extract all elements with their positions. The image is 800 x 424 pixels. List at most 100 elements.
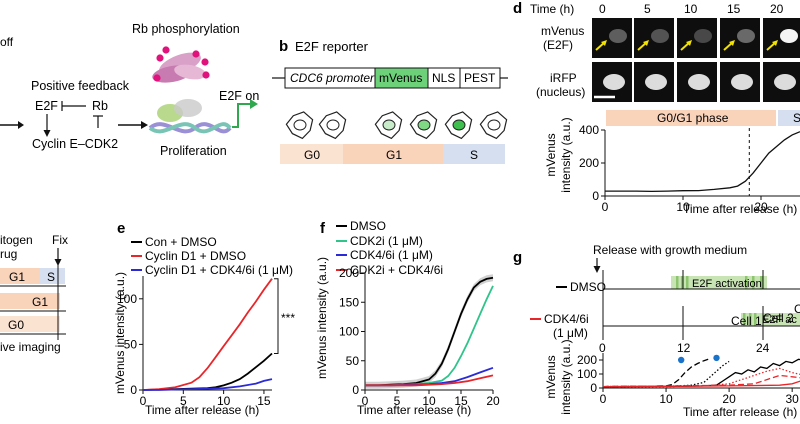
panel-f: f DMSO CDK2i (1 μM) CDK4/6i (1 μM) CDK2i… — [315, 219, 500, 417]
drug-label: rug — [0, 247, 17, 261]
chart-g-ylabel: mVenus — [544, 355, 558, 398]
x-tick-label: 0 — [362, 394, 369, 408]
row-irfp-label: iRFP — [550, 71, 577, 85]
panel-e-letter: e — [117, 220, 125, 237]
legend-f: DMSO CDK2i (1 μM) CDK4/6i (1 μM) CDK2i +… — [336, 219, 443, 277]
significance-bracket — [274, 278, 279, 355]
series-line — [365, 276, 494, 387]
chart-d-ylabel-2: intensity (a.u.) — [559, 117, 573, 192]
activation-stripe — [681, 276, 684, 289]
activation-stripe — [752, 276, 755, 289]
chart-e-ylabel: mVenus intensity (a.u.) — [113, 272, 127, 394]
g-tick-24: 24 — [756, 341, 770, 355]
mitogen-label: itogen — [0, 233, 33, 247]
panel-b: b E2F reporter CDC6 promoter mVenus NLS … — [272, 38, 508, 164]
cell-nucleus-signal — [645, 74, 667, 90]
cell-nucleus — [293, 119, 307, 131]
legend-e-1: Cyclin D1 + DMSO — [145, 249, 246, 263]
y-tick-label: 200 — [579, 156, 599, 170]
yellow-arrow-head-icon — [686, 40, 692, 46]
yellow-arrow-head-icon — [772, 40, 778, 46]
y-tick-label: 100 — [339, 325, 359, 339]
panel-a-bottom: itogen rug Fix G1 S G1 G0 ive imaging — [0, 233, 68, 354]
proliferation-label: Proliferation — [160, 144, 227, 158]
series-line — [602, 358, 800, 388]
fix-label: Fix — [52, 233, 68, 247]
phase-g0g1-bar — [606, 110, 776, 126]
panel-b-title: E2F reporter — [295, 39, 369, 54]
phase-s-label: S — [470, 148, 478, 162]
legend-e-0: Con + DMSO — [145, 235, 217, 249]
time-20: 20 — [770, 2, 784, 16]
series-line — [602, 367, 800, 388]
panel-a-top: off Positive feedback E2F Rb Cyclin E–CD… — [0, 22, 259, 158]
y-tick-label: 0 — [592, 189, 599, 203]
time-header: Time (h) — [530, 2, 574, 16]
g-dmso-label: DMSO — [570, 280, 606, 294]
legend-f-0: DMSO — [350, 219, 386, 233]
a-g0-label: G0 — [8, 318, 24, 332]
yellow-arrow-head-icon — [643, 40, 649, 46]
panel-g: g Release with growth medium E2F activat… — [513, 243, 800, 419]
activation-stripe — [760, 276, 763, 289]
live-imaging-label: ive imaging — [0, 340, 61, 354]
x-tick-label: 20 — [486, 394, 500, 408]
x-tick-label: 15 — [454, 394, 468, 408]
arrow-head-icon — [18, 121, 24, 129]
arrow-down-icon — [43, 130, 51, 137]
chart-g-ylabel-2: intensity (a.u.) — [559, 339, 573, 414]
arrow-head-icon-2 — [141, 121, 148, 129]
g-tick-0: 0 — [599, 341, 606, 355]
phase-g1-bar — [343, 144, 443, 164]
phase-g1-label: G1 — [386, 148, 402, 162]
x-tick-label: 5 — [180, 394, 187, 408]
legend-e-2: Cyclin D1 + CDK4/6i (1 μM) — [145, 263, 293, 277]
phase-s-label-d: S — [793, 111, 800, 125]
cell-nucleus — [452, 119, 466, 131]
panel-g-letter: g — [513, 249, 522, 266]
chart-d: 0 200 400 0 10 20 — [579, 123, 800, 214]
positive-feedback-label: Positive feedback — [31, 79, 130, 93]
g-cdk46i-label: CDK4/6i — [544, 312, 589, 326]
phase-g0g1-label: G0/G1 phase — [657, 111, 729, 125]
legend-f-3: CDK2i + CDK4/6i — [350, 263, 443, 277]
cell-mvenus-signal — [694, 29, 712, 43]
y-tick-label: 0 — [590, 381, 597, 395]
x-tick-label: 20 — [722, 392, 736, 406]
e2f-on-label: E2F on — [219, 89, 259, 103]
panel-f-letter: f — [320, 220, 326, 237]
y-tick-label: 50 — [346, 354, 360, 368]
release-label: Release with growth medium — [593, 243, 747, 257]
x-tick-label: 5 — [394, 394, 401, 408]
segment-pest-label: PEST — [464, 71, 496, 85]
cell-mvenus-signal — [609, 29, 627, 43]
chart-g-xlabel: Time after release (h) — [683, 405, 797, 419]
rb-label: Rb — [92, 99, 108, 113]
series-line — [602, 360, 730, 388]
reporter-cells — [285, 111, 508, 140]
x-tick-label: 0 — [600, 392, 607, 406]
y-tick-label: 200 — [577, 353, 597, 367]
chart-e-xlabel: Time after release (h) — [145, 403, 259, 417]
chart-f-xlabel: Time after release (h) — [357, 403, 471, 417]
a-s-label: S — [47, 270, 55, 284]
y-tick-label: 0 — [352, 383, 359, 397]
y-tick-label: 0 — [130, 383, 137, 397]
chart-d-xlabel: Time after release (h) — [683, 202, 797, 216]
a-g0-bar — [0, 316, 60, 332]
dmso-activation-stripes — [676, 276, 763, 289]
series-line — [605, 131, 800, 193]
phase-g0-bar — [280, 144, 343, 164]
series-line — [602, 380, 800, 388]
rb-phos-label: Rb phosphorylation — [132, 22, 240, 36]
dna-e2f-icon — [148, 99, 258, 134]
cell-mvenus-signal — [651, 29, 669, 43]
x-tick-label: 10 — [217, 394, 231, 408]
off-label: off — [0, 35, 14, 49]
activation-stripe — [686, 276, 689, 289]
dmso-ci-band — [365, 274, 493, 389]
row-mvenus-sublabel: (E2F) — [543, 38, 573, 52]
significance-stars: *** — [281, 311, 295, 325]
